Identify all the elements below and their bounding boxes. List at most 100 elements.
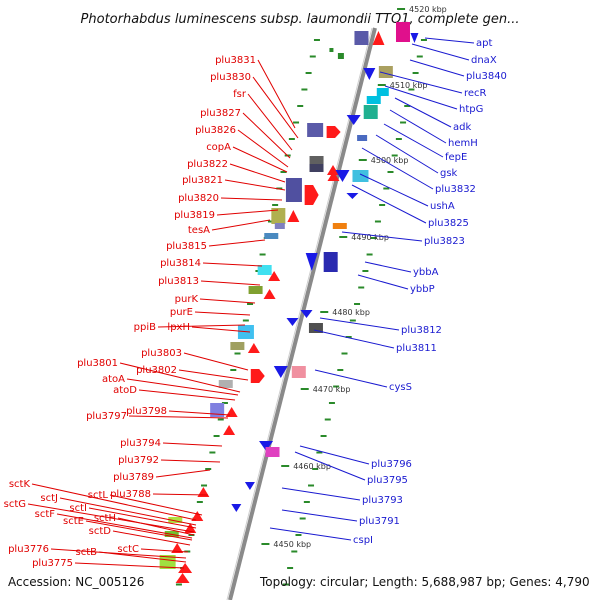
gene-label-plu3788[interactable]: plu3788 xyxy=(110,489,151,500)
gene-label-plu3830[interactable]: plu3830 xyxy=(210,72,251,83)
gene-label-plu3803[interactable]: plu3803 xyxy=(141,348,182,359)
gene-label-sctc[interactable]: sctC xyxy=(117,544,139,555)
gene-label-plu3794[interactable]: plu3794 xyxy=(120,438,161,449)
gene-label-sctj[interactable]: sctJ xyxy=(40,493,58,504)
gene-block xyxy=(257,265,272,275)
gene-label-sctg[interactable]: sctG xyxy=(4,499,26,510)
gene-label-plu3798[interactable]: plu3798 xyxy=(126,406,167,417)
accession-text: Accession: NC_005126 xyxy=(8,575,144,589)
gene-label-plu3822[interactable]: plu3822 xyxy=(187,159,228,170)
gene-label-sctf[interactable]: sctF xyxy=(35,509,56,520)
gene-label-plu3820[interactable]: plu3820 xyxy=(178,193,219,204)
gene-label-ybba[interactable]: ybbA xyxy=(413,267,439,278)
gene-label-plu3821[interactable]: plu3821 xyxy=(182,175,223,186)
scale-label: 4520 kbp xyxy=(409,5,447,14)
gene-arrow xyxy=(304,185,319,205)
leader-line-plu3789 xyxy=(155,469,211,478)
leader-line-gsk xyxy=(375,134,439,174)
gene-label-plu3813[interactable]: plu3813 xyxy=(158,276,199,287)
leader-line-plu3832 xyxy=(361,147,434,190)
gene-label-lpxh[interactable]: lpxH xyxy=(167,322,190,333)
leader-line-ybbp xyxy=(357,274,409,290)
gene-block xyxy=(366,96,381,104)
leader-line-plu3821 xyxy=(224,179,286,191)
gene-label-plu3832[interactable]: plu3832 xyxy=(435,184,476,195)
scale-label: 4450 kbp xyxy=(273,540,311,549)
leader-line-atoa xyxy=(126,378,239,396)
gene-label-plu3811[interactable]: plu3811 xyxy=(396,343,437,354)
gene-label-plu3776[interactable]: plu3776 xyxy=(8,544,49,555)
gene-label-plu3819[interactable]: plu3819 xyxy=(174,210,215,221)
leader-line-scte xyxy=(85,520,193,541)
gene-label-recr[interactable]: recR xyxy=(464,88,487,99)
gene-label-plu3793[interactable]: plu3793 xyxy=(362,495,403,506)
gene-label-cspi[interactable]: cspI xyxy=(353,535,373,546)
gene-label-usha[interactable]: ushA xyxy=(430,201,455,212)
gene-label-plu3827[interactable]: plu3827 xyxy=(200,108,241,119)
gene-label-sctb[interactable]: sctB xyxy=(76,547,98,558)
gene-label-plu3792[interactable]: plu3792 xyxy=(118,455,159,466)
gene-label-adk[interactable]: adk xyxy=(453,122,471,133)
gene-label-sctk[interactable]: sctK xyxy=(9,479,31,490)
gene-label-htpg[interactable]: htpG xyxy=(459,104,483,115)
gene-arrow xyxy=(268,271,281,281)
gene-label-dnax[interactable]: dnaX xyxy=(471,55,497,66)
gene-block xyxy=(159,555,176,569)
leader-line-plu3795 xyxy=(294,451,366,481)
left-leader-lines xyxy=(27,59,299,569)
gene-label-scti[interactable]: sctI xyxy=(69,503,87,514)
gene-label-fepe[interactable]: fepE xyxy=(445,152,467,163)
gene-label-plu3802[interactable]: plu3802 xyxy=(136,365,177,376)
gene-label-atod[interactable]: atoD xyxy=(113,385,137,396)
gene-label-plu3815[interactable]: plu3815 xyxy=(166,241,207,252)
gene-block xyxy=(329,48,334,52)
leader-line-plu3811 xyxy=(313,329,395,349)
leader-line-plu3820 xyxy=(220,197,283,201)
gene-label-plu3840[interactable]: plu3840 xyxy=(466,71,507,82)
gene-label-plu3796[interactable]: plu3796 xyxy=(371,459,412,470)
gene-label-purk[interactable]: purK xyxy=(175,294,199,305)
topology-text: Topology: circular; Length: 5,688,987 bp… xyxy=(259,575,590,589)
scale-labels: 4520 kbp 4510 kbp 4500 kbp 4490 kbp 4480 kbp… xyxy=(261,5,447,549)
gene-label-hemh[interactable]: hemH xyxy=(448,138,478,149)
gene-arrow xyxy=(171,543,184,553)
gene-label-plu3801[interactable]: plu3801 xyxy=(77,358,118,369)
gene-label-ppib[interactable]: ppiB xyxy=(134,322,156,333)
gene-label-plu3795[interactable]: plu3795 xyxy=(367,475,408,486)
leader-line-plu3791 xyxy=(281,509,358,522)
gene-label-plu3823[interactable]: plu3823 xyxy=(424,236,465,247)
gene-block xyxy=(307,123,324,137)
gene-label-cyss[interactable]: cysS xyxy=(389,382,412,393)
gene-label-plu3831[interactable]: plu3831 xyxy=(215,55,256,66)
gene-label-scte[interactable]: sctE xyxy=(63,516,84,527)
leader-line-plu3788 xyxy=(152,493,209,496)
leader-line-lpxh xyxy=(191,326,251,333)
gene-label-plu3812[interactable]: plu3812 xyxy=(401,325,442,336)
leader-line-plu3793 xyxy=(281,487,361,501)
gene-label-sctl[interactable]: sctL xyxy=(88,490,109,501)
gene-label-sctd[interactable]: sctD xyxy=(89,526,112,537)
leader-line-cyss xyxy=(314,369,388,388)
gene-block xyxy=(168,517,183,523)
gene-label-plu3797[interactable]: plu3797 xyxy=(86,411,127,422)
gene-label-plu3791[interactable]: plu3791 xyxy=(359,516,400,527)
gene-label-plu3825[interactable]: plu3825 xyxy=(428,218,469,229)
gene-block xyxy=(354,31,369,45)
gene-label-plu3775[interactable]: plu3775 xyxy=(32,558,73,569)
gene-label-copa[interactable]: copA xyxy=(206,142,231,153)
leader-line-sctg xyxy=(27,503,195,533)
gene-label-plu3789[interactable]: plu3789 xyxy=(113,472,154,483)
scale-label: 4490 kbp xyxy=(351,233,389,242)
gene-label-pure[interactable]: purE xyxy=(170,307,193,318)
gene-label-scth[interactable]: sctH xyxy=(94,513,116,524)
leader-line-sctc xyxy=(140,548,189,553)
gene-label-apt[interactable]: apt xyxy=(476,38,492,49)
gene-label-plu3826[interactable]: plu3826 xyxy=(195,125,236,136)
gene-label-gsk[interactable]: gsk xyxy=(440,168,458,179)
gene-label-ybbp[interactable]: ybbP xyxy=(410,284,435,295)
genome-backbone xyxy=(228,27,377,600)
gene-label-fsr[interactable]: fsr xyxy=(233,89,247,100)
gene-label-atoa[interactable]: atoA xyxy=(102,374,125,385)
gene-label-tesa[interactable]: tesA xyxy=(188,225,210,236)
gene-label-plu3814[interactable]: plu3814 xyxy=(160,258,201,269)
